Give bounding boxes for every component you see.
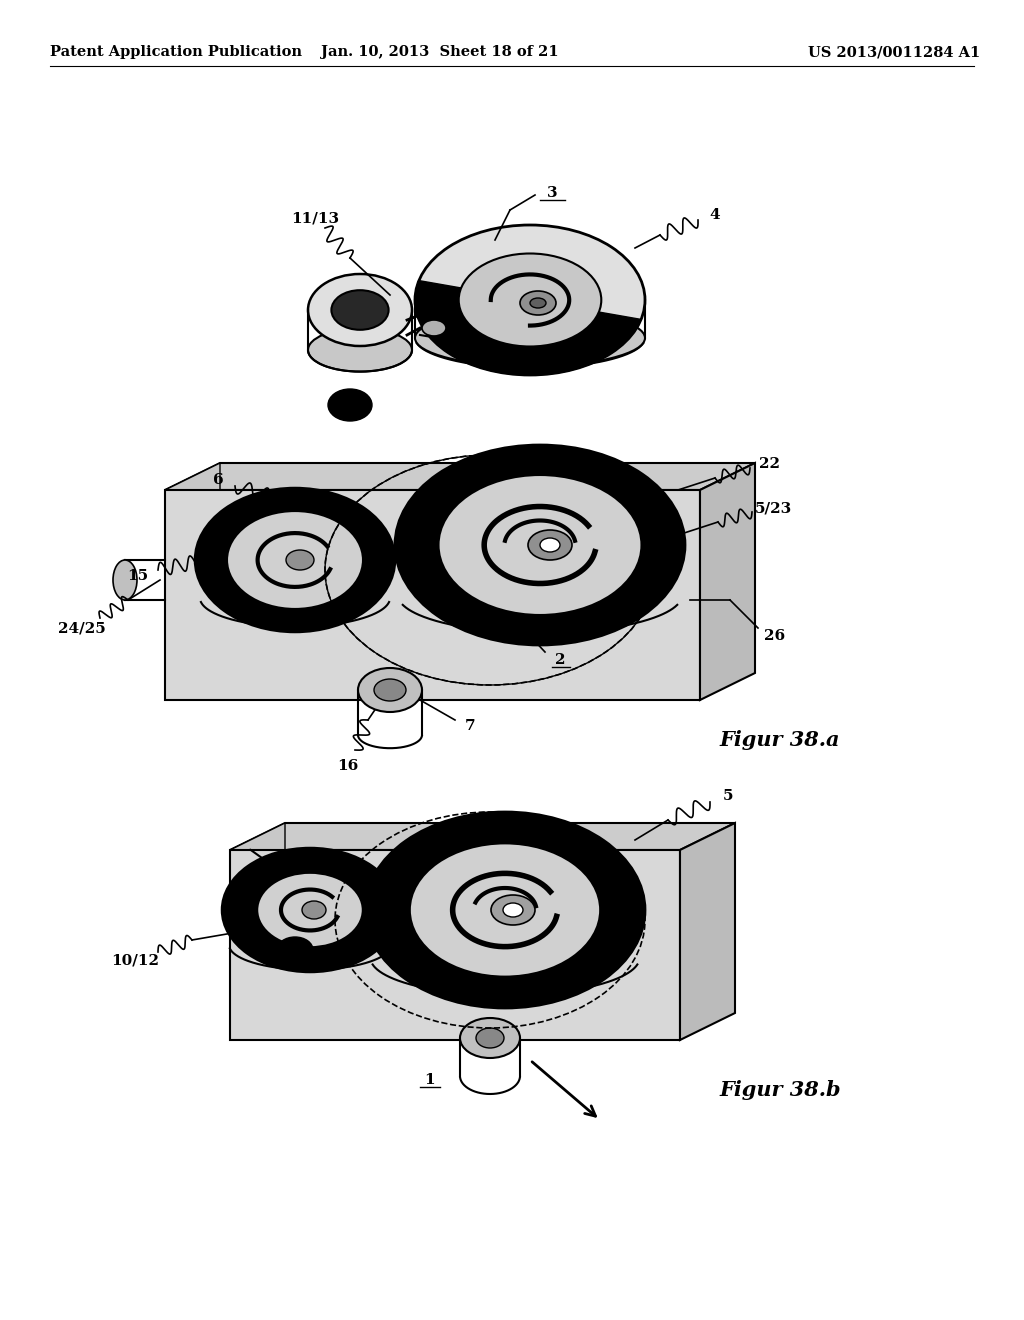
Ellipse shape xyxy=(358,668,422,711)
Ellipse shape xyxy=(374,678,406,701)
Ellipse shape xyxy=(415,309,645,367)
Text: Patent Application Publication: Patent Application Publication xyxy=(50,45,302,59)
Polygon shape xyxy=(165,490,700,700)
Polygon shape xyxy=(395,445,685,645)
Polygon shape xyxy=(567,341,603,352)
Ellipse shape xyxy=(460,1018,520,1059)
Polygon shape xyxy=(700,463,755,700)
Text: 26: 26 xyxy=(765,630,785,643)
Text: 2: 2 xyxy=(555,653,565,667)
Text: 7: 7 xyxy=(465,719,475,733)
Ellipse shape xyxy=(459,253,601,346)
Ellipse shape xyxy=(530,298,546,308)
Text: 6: 6 xyxy=(213,473,223,487)
Polygon shape xyxy=(680,822,735,1040)
Ellipse shape xyxy=(528,531,572,560)
Text: 24/25: 24/25 xyxy=(58,620,105,635)
Ellipse shape xyxy=(415,224,645,375)
Ellipse shape xyxy=(520,290,556,315)
Ellipse shape xyxy=(438,475,641,615)
Text: 15: 15 xyxy=(127,569,148,583)
Polygon shape xyxy=(195,488,395,632)
Ellipse shape xyxy=(540,539,560,552)
Text: 5/23: 5/23 xyxy=(755,502,792,515)
Text: 5: 5 xyxy=(723,789,733,803)
Polygon shape xyxy=(365,812,645,1008)
Ellipse shape xyxy=(308,275,412,346)
Ellipse shape xyxy=(308,329,412,372)
Ellipse shape xyxy=(328,389,372,421)
Polygon shape xyxy=(415,281,641,375)
Polygon shape xyxy=(230,822,735,850)
Ellipse shape xyxy=(365,812,645,1008)
Polygon shape xyxy=(165,463,755,490)
Ellipse shape xyxy=(476,1028,504,1048)
Text: Jan. 10, 2013  Sheet 18 of 21: Jan. 10, 2013 Sheet 18 of 21 xyxy=(322,45,559,59)
Text: US 2013/0011284 A1: US 2013/0011284 A1 xyxy=(808,45,980,59)
Ellipse shape xyxy=(490,895,535,925)
Text: 1: 1 xyxy=(425,1073,435,1086)
Polygon shape xyxy=(222,847,398,972)
Ellipse shape xyxy=(422,319,446,337)
Ellipse shape xyxy=(113,560,137,601)
Polygon shape xyxy=(457,341,493,352)
Polygon shape xyxy=(165,463,220,700)
Text: 16: 16 xyxy=(337,759,358,774)
Text: 3: 3 xyxy=(547,186,557,201)
Text: Figur 38.a: Figur 38.a xyxy=(720,730,841,750)
Text: 22: 22 xyxy=(760,457,780,471)
Ellipse shape xyxy=(195,488,395,632)
Ellipse shape xyxy=(395,445,685,645)
Text: 4: 4 xyxy=(710,209,720,222)
Ellipse shape xyxy=(227,511,362,609)
Polygon shape xyxy=(230,822,285,1040)
Text: Figur 38.b: Figur 38.b xyxy=(719,1080,841,1100)
Text: 11/13: 11/13 xyxy=(291,211,339,224)
Ellipse shape xyxy=(257,873,362,948)
Text: 10/12: 10/12 xyxy=(111,953,159,968)
Polygon shape xyxy=(230,850,680,1040)
Ellipse shape xyxy=(332,290,388,330)
Ellipse shape xyxy=(457,333,493,348)
Ellipse shape xyxy=(286,550,314,570)
Ellipse shape xyxy=(302,902,326,919)
Ellipse shape xyxy=(222,847,398,972)
Ellipse shape xyxy=(278,937,313,964)
Ellipse shape xyxy=(503,903,523,917)
Ellipse shape xyxy=(410,843,600,977)
Ellipse shape xyxy=(567,333,603,348)
